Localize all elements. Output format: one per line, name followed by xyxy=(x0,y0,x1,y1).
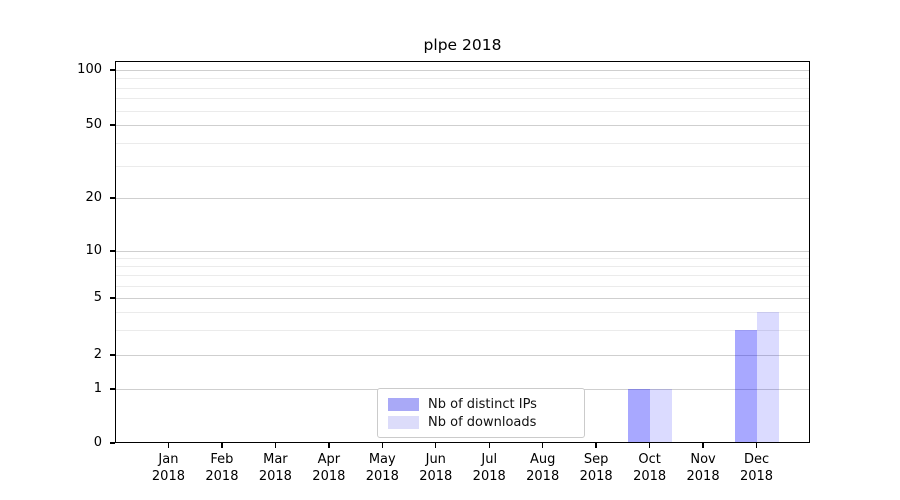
x-tick-label: Feb 2018 xyxy=(205,452,239,484)
gridline-major xyxy=(115,355,810,356)
x-tick-label: Mar 2018 xyxy=(258,452,292,484)
x-tick-label: May 2018 xyxy=(365,452,399,484)
x-tick-label: Jan 2018 xyxy=(151,452,185,484)
y-tick-mark xyxy=(110,297,115,299)
legend-swatch-distinct-ips-icon xyxy=(388,397,419,411)
gridline-minor xyxy=(115,110,810,112)
y-tick-mark xyxy=(110,388,115,390)
x-tick-mark xyxy=(328,443,330,448)
y-tick-label: 1 xyxy=(93,381,102,397)
y-tick-mark xyxy=(110,124,115,126)
gridline-major xyxy=(115,125,810,126)
x-tick-mark xyxy=(274,443,277,448)
legend-item-distinct-ips: Nb of distinct IPs xyxy=(388,397,574,412)
legend-label-downloads: Nb of downloads xyxy=(428,414,537,430)
bar-distinct-ips xyxy=(627,389,650,443)
y-tick-mark xyxy=(110,250,115,252)
y-tick-mark xyxy=(110,442,115,444)
x-tick-mark xyxy=(702,443,704,448)
gridline-minor xyxy=(115,78,810,80)
y-tick-label: 5 xyxy=(93,290,102,306)
gridline-minor xyxy=(115,98,810,100)
x-tick-label: Sep 2018 xyxy=(579,452,613,484)
gridline-minor xyxy=(115,258,810,260)
x-tick-mark xyxy=(167,443,170,448)
bar-distinct-ips xyxy=(734,329,757,443)
gridline-minor xyxy=(115,165,810,167)
y-tick-label: 2 xyxy=(93,347,102,363)
legend: Nb of distinct IPs Nb of downloads xyxy=(377,388,585,438)
legend-swatch-downloads-icon xyxy=(388,415,419,429)
gridline-minor xyxy=(115,142,810,144)
y-tick-mark xyxy=(110,354,115,356)
gridline-minor xyxy=(115,285,810,287)
y-tick-mark xyxy=(110,197,115,199)
x-tick-mark xyxy=(541,443,544,448)
gridline-major xyxy=(115,70,810,71)
gridline-major xyxy=(115,251,810,252)
bar-downloads xyxy=(649,389,672,443)
gridline-major xyxy=(115,198,810,199)
x-tick-label: Jun 2018 xyxy=(419,452,453,484)
x-tick-mark xyxy=(488,443,490,448)
gridline-minor xyxy=(115,311,810,313)
x-tick-label: Oct 2018 xyxy=(633,452,667,484)
x-tick-mark xyxy=(221,443,223,448)
legend-item-downloads: Nb of downloads xyxy=(388,415,574,430)
x-tick-label: Aug 2018 xyxy=(526,452,560,484)
x-tick-label: Jul 2018 xyxy=(472,452,506,484)
gridline-minor xyxy=(115,87,810,89)
x-tick-mark xyxy=(381,443,383,448)
y-tick-label: 50 xyxy=(85,117,102,133)
gridline-minor xyxy=(115,266,810,268)
bar-downloads xyxy=(756,311,779,443)
y-tick-label: 10 xyxy=(85,243,102,259)
legend-label-distinct-ips: Nb of distinct IPs xyxy=(428,396,537,412)
x-tick-mark xyxy=(648,443,651,448)
x-tick-label: Apr 2018 xyxy=(312,452,346,484)
x-tick-label: Dec 2018 xyxy=(739,452,774,484)
y-tick-mark xyxy=(110,69,115,71)
x-tick-mark xyxy=(755,443,758,448)
x-tick-label: Nov 2018 xyxy=(686,452,720,484)
chart-title: plpe 2018 xyxy=(423,36,502,54)
gridline-minor xyxy=(115,329,810,331)
y-tick-label: 100 xyxy=(77,62,102,78)
x-tick-mark xyxy=(435,443,437,448)
y-tick-label: 20 xyxy=(85,190,102,206)
gridline-major xyxy=(115,298,810,299)
x-tick-mark xyxy=(595,443,597,448)
gridline-minor xyxy=(115,275,810,277)
y-tick-label: 0 xyxy=(93,435,102,451)
plot-area xyxy=(115,61,810,443)
